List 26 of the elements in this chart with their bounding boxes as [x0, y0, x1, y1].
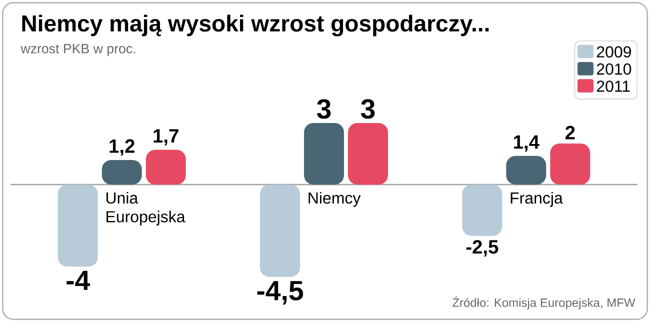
data-label: 1,4 [514, 135, 540, 152]
legend-label: 2009 [596, 46, 631, 58]
bar [146, 150, 186, 185]
data-label: -2,5 [466, 240, 498, 256]
data-label: 1,7 [154, 129, 178, 146]
bar [462, 184, 502, 236]
bar [58, 184, 98, 267]
legend-label: 2011 [596, 80, 630, 92]
bar [348, 123, 388, 185]
data-label: -4 [66, 270, 90, 290]
text: Źródło: Komisja Europejska, MFW [452, 296, 636, 310]
data-label: -4,5 [257, 281, 304, 304]
x-tick-label: Unia Europejska [106, 192, 186, 226]
chart-title: Niemcy mają wysoki wzrost gospodarczy... [22, 14, 489, 36]
bar [550, 144, 590, 185]
data-label: 1,2 [110, 139, 134, 156]
bar [506, 156, 546, 185]
bar [260, 184, 300, 277]
data-label: 2 [565, 126, 575, 140]
legend-label: 2010 [596, 63, 632, 75]
x-tick-label: Francja [510, 192, 563, 207]
chart-subtitle: wzrost PKB w proc. [20, 44, 136, 56]
data-label: 3 [316, 99, 331, 119]
data-label: 3 [360, 99, 375, 119]
bar [304, 123, 344, 185]
x-tick-label: Niemcy [308, 192, 361, 207]
